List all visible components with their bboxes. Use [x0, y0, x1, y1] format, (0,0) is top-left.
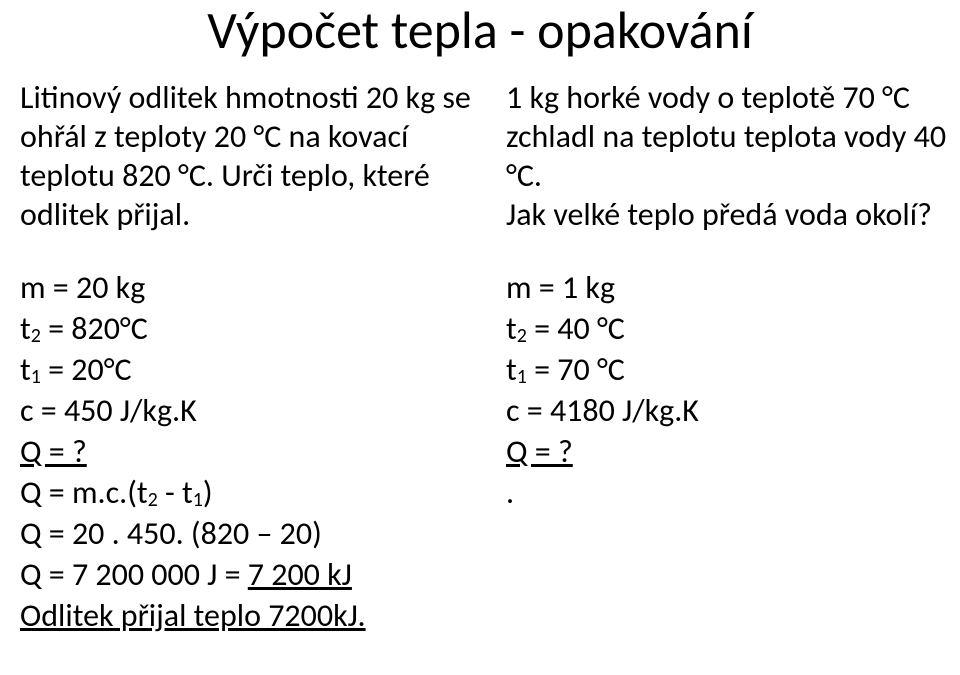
- slide-title: Výpočet tepla - opakování: [0, 2, 960, 59]
- rt2-post: = 40 °C: [527, 309, 625, 348]
- left-m: m = 20 kg: [20, 268, 475, 309]
- left-t1: t1 = 20°C: [20, 350, 475, 391]
- right-t2: t2 = 40 °C: [506, 309, 960, 350]
- right-t1: t1 = 70 °C: [506, 350, 960, 391]
- calc2-u: 7 200 kJ: [248, 555, 352, 594]
- right-problem: 1 kg horké vody o teplotě 70 °C zchladl …: [506, 78, 960, 234]
- left-c: c = 450 J/kg.K: [20, 391, 475, 432]
- left-problem: Litinový odlitek hmotnosti 20 kg se ohřá…: [20, 78, 475, 234]
- t2-post: = 820°C: [41, 309, 148, 348]
- t1-post: = 20°C: [41, 350, 132, 389]
- left-q: Q = ?: [20, 432, 475, 473]
- slide: Výpočet tepla - opakování Litinový odlit…: [0, 0, 960, 675]
- right-c: c = 4180 J/kg.K: [506, 391, 960, 432]
- rt1-sub: 1: [517, 365, 527, 389]
- t2-pre: t: [20, 309, 31, 348]
- t2-sub: 2: [31, 324, 41, 348]
- t1-sub: 1: [31, 365, 41, 389]
- left-formula: Q = m.c.(t2 - t1): [20, 473, 475, 514]
- left-column: Litinový odlitek hmotnosti 20 kg se ohřá…: [20, 78, 475, 637]
- formula-sub1: 2: [148, 488, 158, 512]
- right-data-block: m = 1 kg t2 = 40 °C t1 = 70 °C c = 4180 …: [506, 268, 960, 514]
- right-q: Q = ?: [506, 432, 960, 473]
- right-m: m = 1 kg: [506, 268, 960, 309]
- rt2-sub: 2: [517, 324, 527, 348]
- right-column: 1 kg horké vody o teplotě 70 °C zchladl …: [506, 78, 960, 514]
- left-t2: t2 = 820°C: [20, 309, 475, 350]
- left-calc1: Q = 20 . 450. (820 – 20): [20, 514, 475, 555]
- rt1-pre: t: [506, 350, 517, 389]
- left-answer: Odlitek přijal teplo 7200kJ.: [20, 596, 475, 637]
- right-dot: .: [506, 473, 960, 514]
- calc2-pre: Q = 7 200 000 J =: [20, 555, 248, 594]
- t1-pre: t: [20, 350, 31, 389]
- formula-pre: Q = m.c.(t: [20, 473, 148, 512]
- rt1-post: = 70 °C: [527, 350, 625, 389]
- formula-mid: - t: [158, 473, 193, 512]
- left-calc2: Q = 7 200 000 J = 7 200 kJ: [20, 555, 475, 596]
- left-data-block: m = 20 kg t2 = 820°C t1 = 20°C c = 450 J…: [20, 268, 475, 637]
- rt2-pre: t: [506, 309, 517, 348]
- formula-post: ): [203, 473, 213, 512]
- formula-sub2: 1: [193, 488, 203, 512]
